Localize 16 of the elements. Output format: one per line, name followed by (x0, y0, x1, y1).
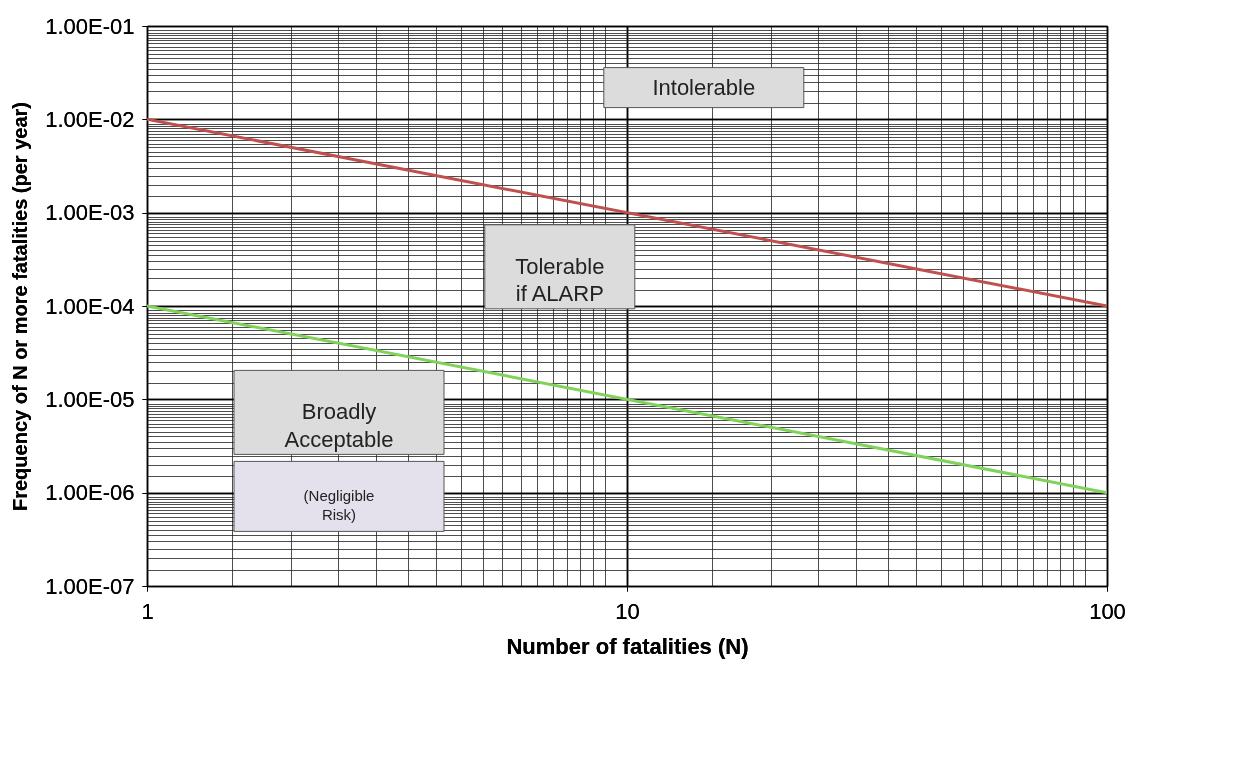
x-axis-title: Number of fatalities (N) (506, 633, 749, 659)
x-tick-label: 10 (615, 598, 640, 624)
y-tick-label: 1.00E-04 (45, 293, 135, 319)
annotation: Intolerable (652, 74, 756, 100)
annotation: Broadly Acceptable (284, 399, 394, 452)
x-tick-label: 100 (1089, 598, 1126, 624)
x-tick-label: 1 (141, 598, 154, 624)
y-tick-label: 1.00E-07 (45, 573, 135, 599)
annotation: Tolerable if ALARP (515, 253, 605, 307)
annotation: (Negligible Risk) (303, 487, 375, 524)
y-tick-label: 1.00E-02 (45, 106, 135, 132)
y-axis-title: Frequency of N or more fatalities (per year) (9, 101, 32, 512)
y-tick-label: 1.00E-03 (45, 200, 135, 226)
y-tick-label: 1.00E-01 (45, 13, 135, 39)
y-tick-label: 1.00E-05 (45, 386, 135, 412)
y-tick-label: 1.00E-06 (45, 480, 135, 506)
